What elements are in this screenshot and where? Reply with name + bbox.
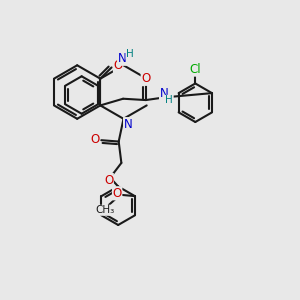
Text: H: H xyxy=(126,49,134,59)
Text: O: O xyxy=(141,72,150,85)
Text: N: N xyxy=(124,118,132,130)
Text: O: O xyxy=(104,173,113,187)
Text: Cl: Cl xyxy=(190,63,201,76)
Text: O: O xyxy=(112,187,122,200)
Text: O: O xyxy=(90,133,99,146)
Text: O: O xyxy=(113,59,123,72)
Text: N: N xyxy=(118,52,126,65)
Text: H: H xyxy=(165,95,173,105)
Text: N: N xyxy=(160,87,168,100)
Text: CH₃: CH₃ xyxy=(96,205,115,215)
